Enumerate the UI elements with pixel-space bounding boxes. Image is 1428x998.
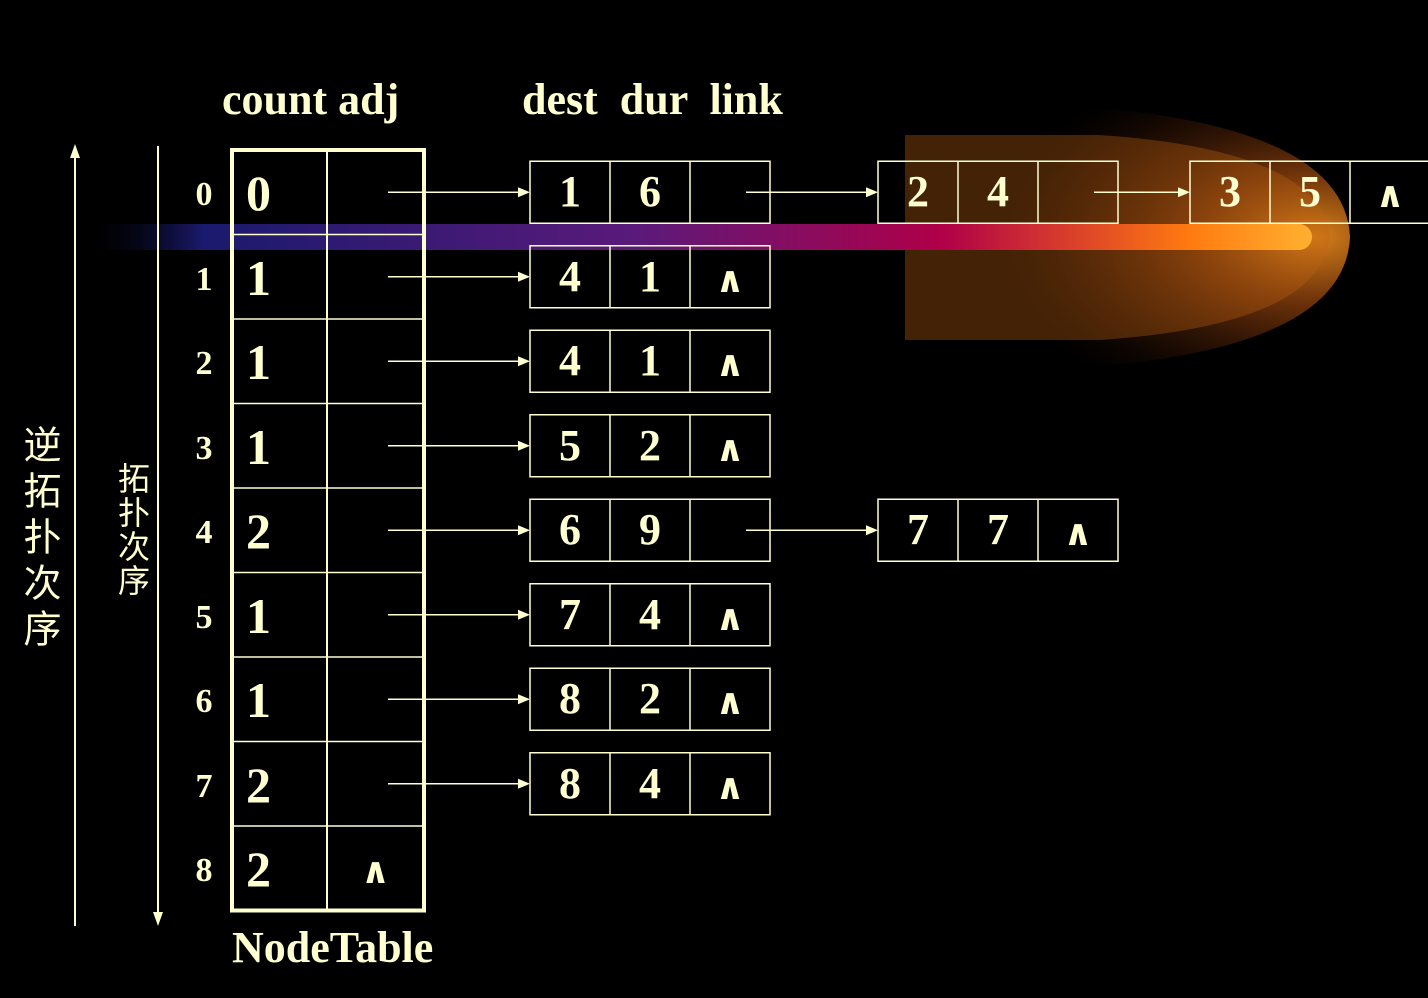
edge-dest-value: 7 — [907, 505, 929, 555]
adj-pointer-arrow-head — [518, 694, 530, 705]
null-link-symbol: ∧ — [715, 344, 745, 386]
count-adj-header: count adj — [222, 75, 400, 124]
adj-pointer-arrow-head — [518, 356, 530, 367]
adj-pointer-arrow-head — [518, 187, 530, 198]
in-degree-count: 1 — [246, 249, 271, 306]
in-degree-count: 1 — [246, 334, 271, 391]
edge-duration-value: 2 — [639, 420, 661, 470]
edge-node-box — [529, 329, 771, 393]
edge-dest-value: 7 — [559, 589, 581, 639]
null-link-symbol: ∧ — [715, 597, 745, 639]
in-degree-count: 2 — [246, 841, 271, 898]
edge-duration-value: 9 — [639, 505, 661, 555]
edge-duration-value: 1 — [639, 336, 661, 386]
edge-node-box — [529, 752, 771, 816]
edge-dest-value: 4 — [559, 336, 581, 386]
edge-dest-value: 3 — [1219, 167, 1241, 217]
reverse-topo-arrowhead — [70, 144, 80, 158]
null-link-symbol: ∧ — [1063, 513, 1093, 555]
in-degree-count: 1 — [246, 418, 271, 475]
null-pointer-symbol: ∧ — [360, 851, 391, 893]
null-link-symbol: ∧ — [715, 428, 745, 470]
vertex-index: 5 — [195, 598, 213, 636]
reverse-topological-order-label: 逆拓扑次序 — [17, 425, 61, 655]
edge-duration-value: 4 — [639, 758, 661, 808]
adj-pointer-arrow-head — [518, 609, 530, 620]
edge-node-box — [529, 583, 771, 647]
vertex-index: 3 — [195, 429, 213, 467]
vertex-index: 0 — [195, 176, 213, 214]
topological-order-label: 拓扑次序 — [113, 462, 151, 598]
edge-duration-value: 7 — [987, 505, 1009, 555]
edge-duration-value: 2 — [639, 674, 661, 724]
link-pointer-arrow-head — [866, 187, 878, 198]
vertex-index: 6 — [195, 683, 213, 721]
edge-dest-value: 8 — [559, 758, 581, 808]
null-link-symbol: ∧ — [715, 766, 745, 808]
edge-dest-value: 4 — [559, 251, 581, 301]
in-degree-count: 2 — [246, 756, 271, 813]
edge-node-box — [1189, 160, 1428, 224]
null-link-symbol: ∧ — [715, 682, 745, 724]
vertex-index: 2 — [195, 345, 213, 383]
edge-dest-value: 2 — [907, 167, 929, 217]
edge-duration-value: 4 — [639, 589, 661, 639]
link-pointer-arrow-head — [1178, 187, 1190, 198]
edge-dest-value: 5 — [559, 420, 581, 470]
edge-dest-value: 8 — [559, 674, 581, 724]
node-table-caption: NodeTable — [232, 923, 434, 972]
edge-duration-value: 6 — [639, 167, 661, 217]
in-degree-count: 0 — [246, 165, 271, 222]
in-degree-count: 1 — [246, 587, 271, 644]
in-degree-count: 1 — [246, 672, 271, 729]
vertex-index: 8 — [195, 852, 213, 890]
dest-dur-link-header: dest dur link — [522, 75, 783, 124]
vertex-index: 7 — [195, 767, 213, 805]
edge-node-box — [529, 667, 771, 731]
vertex-index: 4 — [195, 514, 213, 552]
adj-pointer-arrow-head — [518, 778, 530, 789]
adj-pointer-arrow-head — [518, 440, 530, 451]
in-degree-count: 2 — [246, 503, 271, 560]
edge-duration-value: 1 — [639, 251, 661, 301]
vertex-index: 1 — [195, 260, 213, 298]
edge-node-box — [877, 498, 1119, 562]
link-pointer-arrow-head — [866, 525, 878, 536]
null-link-symbol: ∧ — [715, 259, 745, 301]
edge-node-box — [529, 245, 771, 309]
edge-duration-value: 4 — [987, 167, 1009, 217]
topo-arrowhead — [153, 912, 163, 926]
edge-node-box — [529, 414, 771, 478]
edge-duration-value: 5 — [1299, 167, 1321, 217]
edge-dest-value: 6 — [559, 505, 581, 555]
adj-pointer-arrow-head — [518, 525, 530, 536]
edge-dest-value: 1 — [559, 167, 581, 217]
null-link-symbol: ∧ — [1375, 175, 1405, 217]
adj-pointer-arrow-head — [518, 271, 530, 282]
